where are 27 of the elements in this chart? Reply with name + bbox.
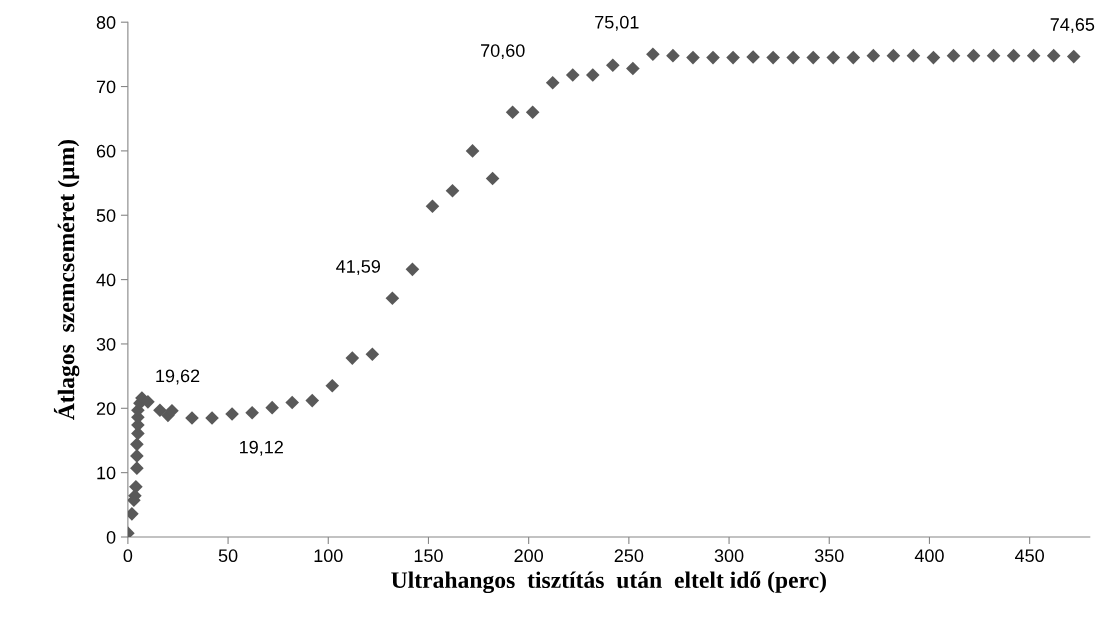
x-tick-label: 200 — [514, 549, 544, 563]
y-tick-label: 60 — [96, 144, 116, 158]
y-tick-label: 80 — [96, 16, 116, 29]
x-tick-label: 150 — [414, 549, 443, 563]
y-tick-label: 40 — [96, 273, 116, 287]
annotation: 19,12 — [240, 440, 283, 456]
annotation: 41,59 — [336, 260, 381, 275]
annotation: 75,01 — [595, 15, 639, 31]
x-tick-label: 450 — [1015, 549, 1044, 563]
y-tick-label: 30 — [96, 337, 116, 351]
x-tick-label: 100 — [314, 549, 343, 563]
annotation: 19,62 — [156, 369, 200, 385]
x-tick-label: 0 — [123, 549, 133, 563]
y-axis-title: Átlagos szemcseméret (µm) — [53, 139, 80, 421]
annotation: 74,65 — [1050, 18, 1095, 34]
y-tick-label: 20 — [96, 402, 116, 416]
y-tick-label: 10 — [97, 466, 116, 480]
x-tick-label: 50 — [218, 549, 238, 563]
x-tick-label: 400 — [914, 549, 944, 563]
x-tick-label: 300 — [714, 549, 744, 563]
y-tick-label: 70 — [96, 80, 116, 94]
annotation: 70,60 — [481, 44, 525, 60]
y-tick-label: 50 — [96, 209, 116, 222]
x-axis-title: Ultrahangos tisztítás után eltelt idő (perc) — [391, 571, 826, 594]
y-tick-label: 0 — [106, 530, 116, 544]
x-tick-label: 350 — [814, 549, 844, 563]
x-tick-label: 250 — [614, 549, 644, 563]
